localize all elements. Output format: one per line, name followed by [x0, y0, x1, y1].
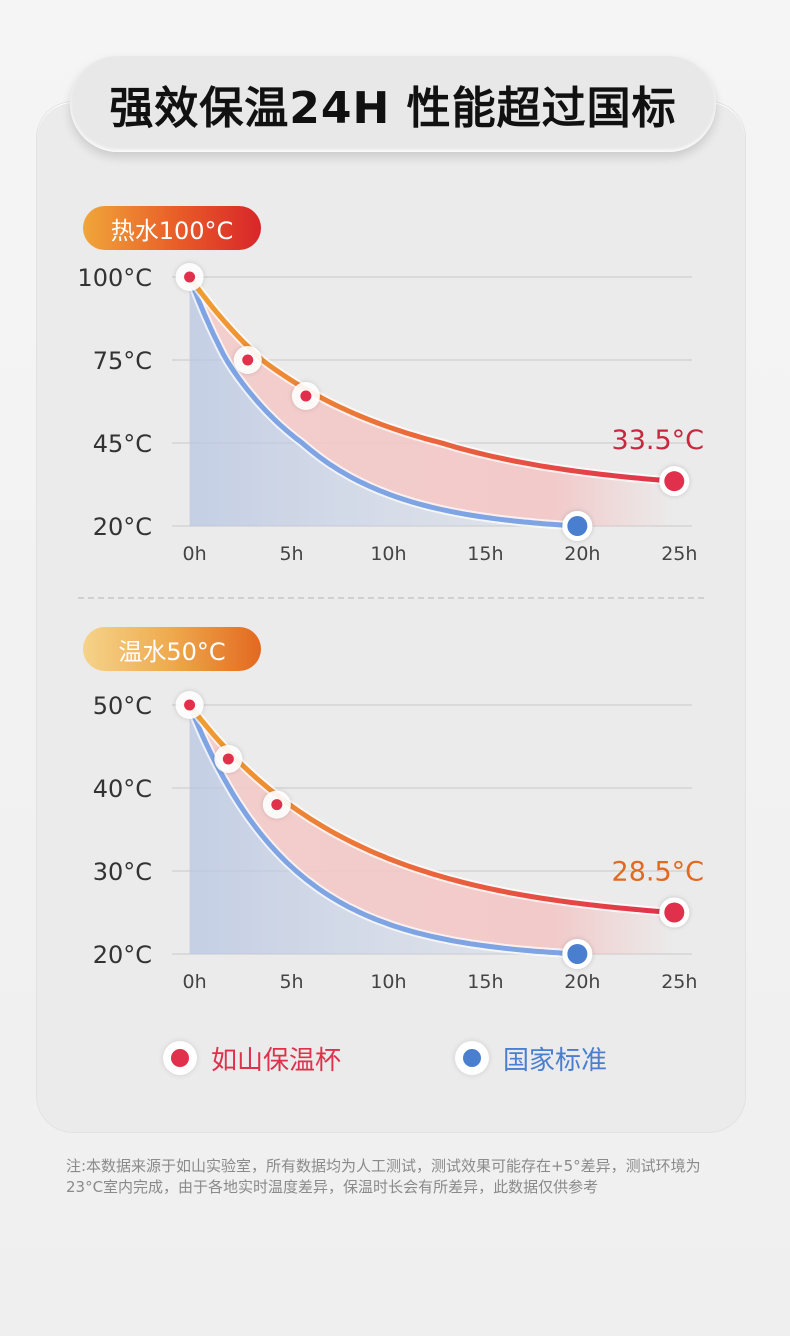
- standard-line: [187, 702, 580, 957]
- warm-water-chart: 50°C 40°C 30°C 20°C 0h 5h 10h 15h 20h 25h 28.5°C: [93, 691, 704, 993]
- y-tick-label: 30°C: [93, 858, 152, 886]
- brand-marker: [664, 471, 685, 492]
- brand-dot-icon: [171, 1049, 189, 1067]
- x-tick-label: 25h: [661, 543, 697, 565]
- chart-divider: [78, 597, 704, 599]
- end-value-label: 33.5°C: [612, 425, 704, 456]
- difference-band: [189, 705, 675, 954]
- x-tick-label: 10h: [370, 971, 406, 993]
- warm-water-badge: 温水50°C: [83, 627, 261, 671]
- x-tick-label: 15h: [467, 543, 503, 565]
- legend-item-standard: 国家标准: [455, 1032, 607, 1084]
- x-tick-label: 20h: [564, 971, 600, 993]
- y-tick-label: 20°C: [93, 941, 152, 969]
- standard-end-marker: [567, 516, 588, 536]
- y-tick-label: 20°C: [93, 513, 152, 541]
- x-tick-label: 0h: [183, 971, 207, 993]
- standard-area: [189, 705, 578, 954]
- brand-marker: [664, 902, 685, 923]
- x-tick-label: 25h: [661, 971, 697, 993]
- brand-marker: [271, 799, 283, 811]
- y-tick-label: 75°C: [93, 347, 152, 375]
- x-tick-label: 5h: [279, 971, 303, 993]
- x-tick-label: 10h: [370, 543, 406, 565]
- y-tick-label: 45°C: [93, 430, 152, 458]
- hot-water-chart: 100°C 75°C 45°C 20°C 0h 5h 10h 15h 20h 25h 33.5°C: [77, 263, 704, 565]
- brand-line: [187, 702, 677, 915]
- y-tick-label: 50°C: [93, 692, 152, 720]
- x-tick-label: 20h: [564, 543, 600, 565]
- x-tick-label: 15h: [467, 971, 503, 993]
- end-value-label: 28.5°C: [612, 857, 704, 888]
- y-tick-label: 40°C: [93, 775, 152, 803]
- difference-band: [189, 277, 675, 526]
- footnote: 注:本数据来源于如山实验室，所有数据均为人工测试，测试效果可能存在+5°差异，测…: [66, 1157, 701, 1196]
- x-tick-label: 0h: [183, 543, 207, 565]
- legend-brand-marker: [163, 1041, 197, 1075]
- page-title: 强效保温24H 性能超过国标: [70, 56, 716, 152]
- brand-marker: [184, 699, 196, 711]
- y-tick-label: 100°C: [77, 264, 152, 292]
- legend-brand-label: 如山保温杯: [211, 1045, 342, 1076]
- standard-dot-icon: [463, 1049, 481, 1067]
- chart-card: [37, 102, 745, 1132]
- brand-marker: [242, 354, 254, 366]
- brand-marker: [222, 753, 234, 765]
- brand-marker: [300, 390, 312, 402]
- legend-standard-label: 国家标准: [503, 1045, 608, 1076]
- brand-marker: [184, 271, 196, 283]
- standard-end-marker: [567, 944, 588, 964]
- standard-line: [187, 274, 580, 529]
- legend-item-brand: 如山保温杯: [163, 1032, 341, 1084]
- hot-water-badge: 热水100°C: [83, 206, 261, 250]
- brand-line: [187, 274, 677, 484]
- x-tick-label: 5h: [279, 543, 303, 565]
- standard-area: [189, 277, 578, 526]
- legend-standard-marker: [455, 1041, 489, 1075]
